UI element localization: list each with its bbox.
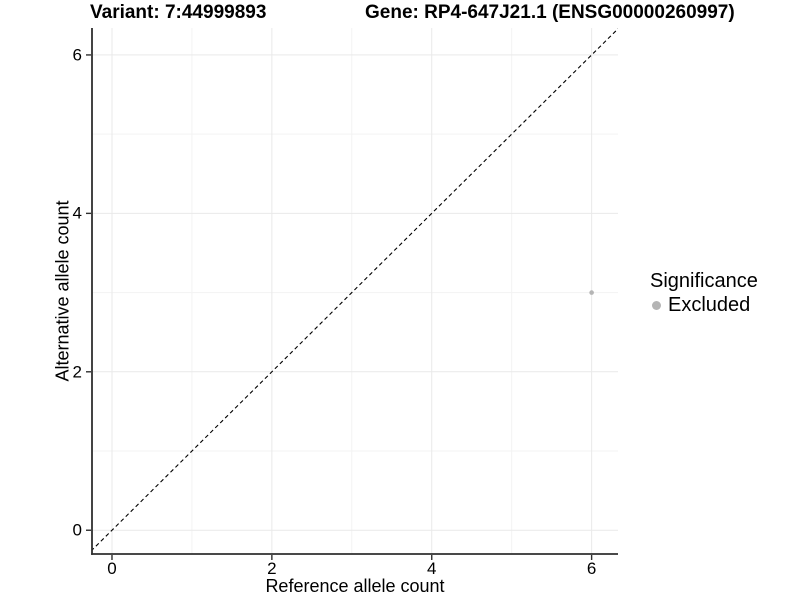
y-tick-label: 4 [72, 203, 82, 223]
x-tick-label: 4 [427, 559, 437, 578]
x-tick-label: 6 [586, 559, 597, 578]
y-axis-title: Alternative allele count [52, 200, 73, 382]
legend-item-excluded: Excluded [650, 294, 758, 316]
x-axis-title: Reference allele count [265, 576, 445, 596]
y-tick-label: 6 [72, 45, 82, 65]
legend-point-swatch [652, 300, 661, 310]
identity-dashed-line [92, 28, 618, 551]
x-tick-label: 2 [267, 559, 277, 578]
y-tick-label: 2 [72, 362, 82, 382]
data-point [589, 290, 594, 295]
plot-title-gene: Gene: RP4-647J21.1 (ENSG00000260997) [365, 2, 735, 23]
plot-title-variant: Variant: 7:44999893 [90, 2, 267, 23]
legend: Significance Excluded [650, 270, 758, 316]
y-tick-label: 0 [72, 520, 82, 540]
x-tick-label: 0 [107, 559, 117, 578]
legend-item-label: Excluded [668, 294, 751, 316]
legend-title: Significance [650, 270, 758, 292]
